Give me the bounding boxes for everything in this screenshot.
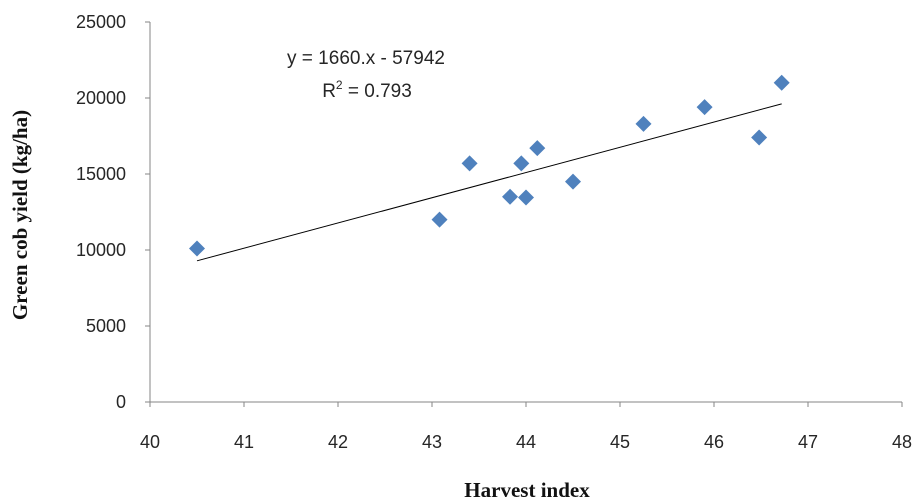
data-point [518, 189, 534, 206]
y-axis-title: Green cob yield (kg/ha) [8, 110, 32, 320]
data-point [696, 99, 713, 116]
data-point [461, 155, 478, 172]
data-point [513, 155, 530, 172]
x-tick-label: 43 [422, 432, 442, 452]
data-point [529, 140, 546, 157]
data-point [751, 129, 768, 146]
r-squared-value: = 0.793 [343, 81, 412, 102]
y-tick-label: 0 [116, 392, 126, 412]
y-ticks: 0 5000 10000 15000 20000 25000 [76, 12, 150, 412]
r-squared-exponent: 2 [336, 78, 343, 92]
data-point [635, 115, 652, 132]
x-tick-label: 47 [798, 432, 818, 452]
y-tick-label: 10000 [76, 240, 126, 260]
r-squared-label: R2 = 0.793 [322, 78, 412, 102]
x-tick-label: 46 [704, 432, 724, 452]
data-point [189, 240, 205, 257]
data-points [189, 74, 790, 257]
x-ticks: 40 41 42 43 44 45 46 47 48 [140, 402, 912, 452]
x-tick-label: 48 [892, 432, 912, 452]
x-tick-label: 40 [140, 432, 160, 452]
data-point [502, 188, 519, 205]
data-point [431, 211, 448, 228]
x-tick-label: 42 [328, 432, 348, 452]
axes [149, 22, 902, 403]
x-tick-label: 45 [610, 432, 630, 452]
data-point [773, 74, 790, 91]
x-tick-label: 44 [516, 432, 536, 452]
x-axis-title: Harvest index [464, 478, 590, 502]
x-tick-label: 41 [234, 432, 254, 452]
y-tick-label: 20000 [76, 88, 126, 108]
r-squared-symbol: R [322, 81, 336, 102]
trendline [196, 103, 782, 262]
y-tick-label: 25000 [76, 12, 126, 32]
data-point [565, 173, 581, 190]
y-tick-label: 15000 [76, 164, 126, 184]
trendline-equation: y = 1660.x - 57942 [287, 48, 445, 69]
y-tick-label: 5000 [86, 316, 126, 336]
